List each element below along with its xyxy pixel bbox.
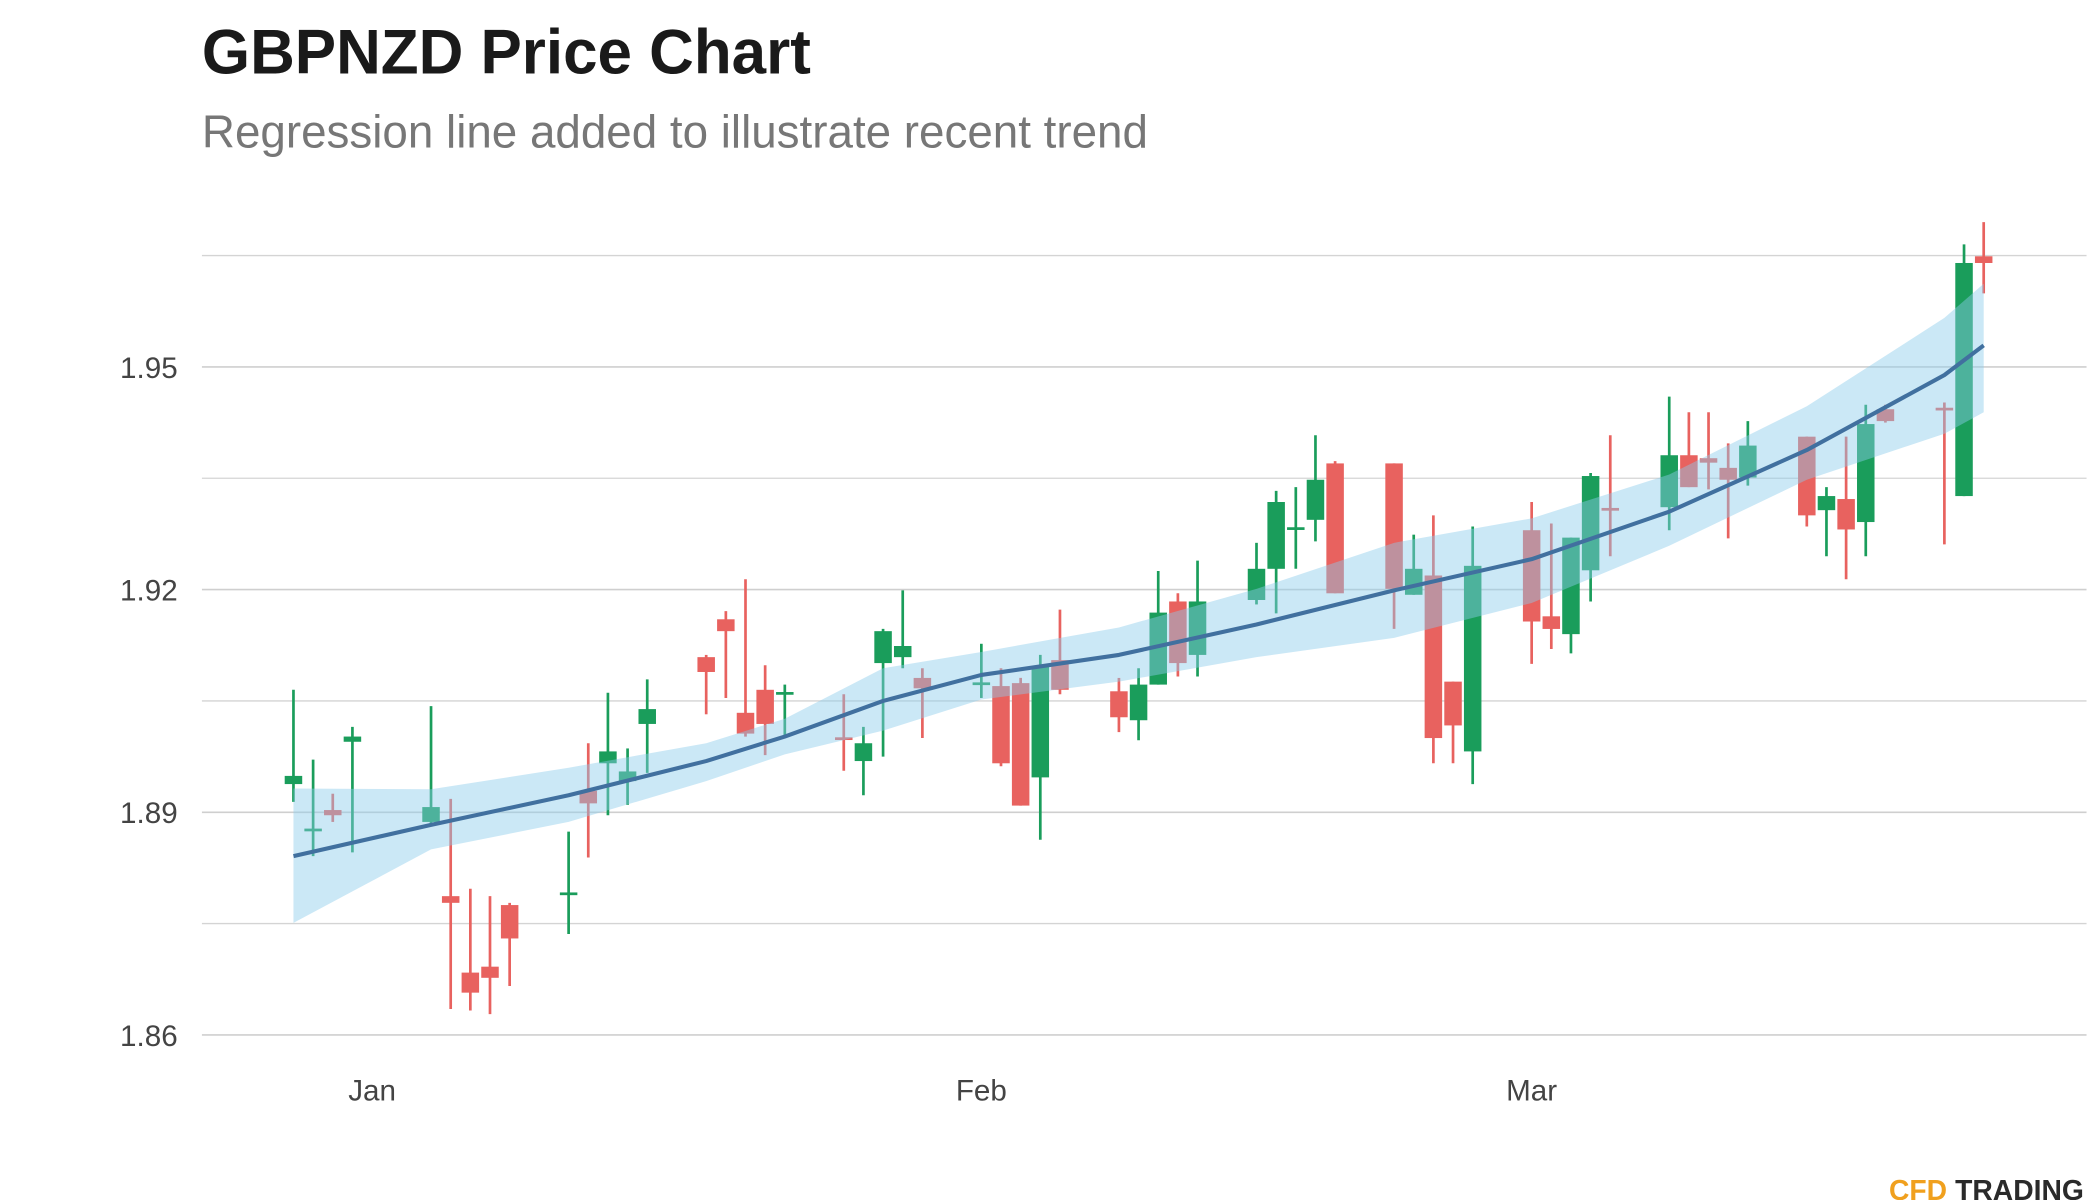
- candle-body: [835, 737, 853, 741]
- candle-body: [972, 682, 991, 686]
- brand-suffix: TRADING: [1955, 1175, 2084, 1200]
- candle-body: [1444, 681, 1462, 726]
- y-tick-label: 1.86: [120, 1020, 178, 1053]
- candle-body: [1306, 479, 1325, 520]
- candle-body: [1581, 476, 1600, 571]
- candle-body: [1935, 407, 1954, 411]
- candle-body: [1739, 445, 1757, 478]
- candle-body: [1974, 256, 1993, 263]
- y-tick-label: 1.89: [120, 797, 178, 830]
- candle-body: [304, 828, 322, 832]
- candle-body: [1110, 691, 1128, 718]
- candle-body: [1660, 455, 1678, 508]
- candle-body: [599, 751, 617, 764]
- candle-body: [1817, 496, 1836, 511]
- candle-body: [579, 790, 598, 804]
- candle-body: [1857, 424, 1875, 523]
- y-tick-label: 1.92: [120, 574, 178, 607]
- candle-body: [1955, 262, 1973, 497]
- candle-body: [1680, 455, 1698, 488]
- candle-body: [1129, 684, 1148, 721]
- candles: [284, 222, 1993, 1015]
- candle-body: [736, 712, 755, 734]
- candle-body: [284, 775, 303, 785]
- regression-line: [293, 343, 1985, 859]
- candle-body: [1011, 683, 1030, 806]
- candle-body: [638, 709, 656, 724]
- candle-body: [1601, 507, 1620, 511]
- candle-body: [1287, 527, 1305, 530]
- candle-body: [1247, 568, 1266, 600]
- candle-body: [1876, 409, 1895, 422]
- candle-body: [1463, 565, 1482, 752]
- candle-body: [1031, 666, 1050, 778]
- candle-body: [1149, 612, 1167, 685]
- chart-title: GBPNZD Price Chart: [202, 18, 811, 87]
- candle-body: [697, 657, 715, 672]
- candle-body: [1837, 499, 1855, 530]
- candle-body: [1522, 530, 1541, 622]
- trend: [293, 283, 1985, 923]
- candle-body: [756, 689, 774, 724]
- candle-body: [1051, 660, 1069, 690]
- candle-body: [854, 743, 873, 762]
- candle-body: [324, 810, 342, 816]
- candle-body: [1188, 601, 1207, 655]
- candle-body: [893, 646, 912, 658]
- candle-body: [992, 686, 1010, 764]
- candle-body: [1542, 616, 1561, 629]
- candle-body: [874, 631, 892, 664]
- candle-body: [776, 692, 794, 695]
- x-tick-label: Feb: [956, 1074, 1007, 1107]
- candle-body: [1385, 463, 1403, 589]
- x-tick-label: Mar: [1506, 1074, 1557, 1107]
- candle-body: [717, 619, 735, 632]
- brand-prefix: CFD: [1889, 1175, 1947, 1200]
- candle-body: [1798, 436, 1816, 516]
- candle-body: [559, 892, 578, 896]
- grid: [201, 254, 2087, 1036]
- candle-body: [618, 771, 637, 782]
- candle-body: [1424, 575, 1443, 739]
- chart-subtitle: Regression line added to illustrate rece…: [202, 105, 1148, 157]
- candle-body: [441, 896, 460, 903]
- candle-body: [481, 966, 499, 978]
- candle-body: [913, 677, 932, 689]
- candle-body: [343, 736, 362, 742]
- candle-body: [1719, 467, 1737, 480]
- candle-body: [461, 972, 480, 993]
- candle-body: [1169, 601, 1187, 664]
- candle-body: [1562, 537, 1580, 635]
- x-tick-label: Jan: [348, 1074, 396, 1107]
- candle-body: [422, 807, 440, 822]
- candle-body: [1699, 458, 1718, 463]
- confidence-band: [293, 283, 1984, 923]
- y-tick-label: 1.95: [120, 352, 178, 385]
- labels: 1.86 1.89 1.92 1.95 Jan Feb Mar: [120, 352, 1557, 1108]
- candle-body: [1267, 502, 1285, 569]
- brand-logo: CFD TRADING: [1889, 1175, 2084, 1200]
- candle-body: [1326, 463, 1344, 594]
- candle-body: [500, 905, 519, 939]
